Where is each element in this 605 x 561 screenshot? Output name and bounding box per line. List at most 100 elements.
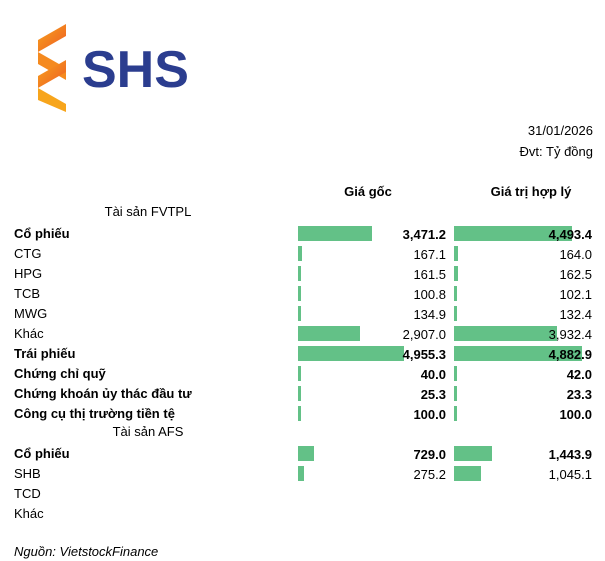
fair-value: 4,493.4 (548, 227, 592, 242)
table-row: Cổ phiếu 729.0 1,443.9 (0, 444, 605, 464)
cost-cell: 2,907.0 (298, 324, 446, 344)
fair-value: 23.3 (566, 387, 592, 402)
cost-value: 3,471.2 (402, 227, 446, 242)
cost-value: 4,955.3 (402, 347, 446, 362)
cost-bar (298, 266, 302, 281)
cost-value: 161.5 (413, 267, 446, 282)
cost-cell: 40.0 (298, 364, 446, 384)
logo-mark-icon (38, 24, 66, 112)
cost-bar (298, 326, 361, 341)
table-row: Công cụ thị trường tiền tệ 100.0 100.0 (0, 404, 605, 424)
row-label: CTG (14, 246, 42, 261)
fair-value-bar (454, 366, 457, 381)
table-row: Chứng khoán ủy thác đầu tư 25.3 23.3 (0, 384, 605, 404)
row-label: Chứng khoán ủy thác đầu tư (14, 386, 192, 401)
cost-cell: 100.0 (298, 404, 446, 424)
fair-value-cell: 102.1 (454, 284, 592, 304)
row-label: Trái phiếu (14, 346, 76, 361)
fair-value: 42.0 (566, 367, 592, 382)
fair-value-bar (454, 266, 459, 281)
cost-bar (298, 286, 301, 301)
row-label: TCB (14, 286, 40, 301)
cost-value: 2,907.0 (402, 327, 446, 342)
table-row: Trái phiếu 4,955.3 4,882.9 (0, 344, 605, 364)
table-row: Cổ phiếu 3,471.2 4,493.4 (0, 224, 605, 244)
cost-value: 275.2 (413, 467, 446, 482)
table-row: HPG 161.5 162.5 (0, 264, 605, 284)
fair-value-cell (454, 504, 592, 524)
section-title-fvtpl: Tài sản FVTPL (104, 204, 192, 219)
cost-value: 167.1 (413, 247, 446, 262)
row-label: Công cụ thị trường tiền tệ (14, 406, 175, 421)
fair-value-cell: 100.0 (454, 404, 592, 424)
fair-value-cell: 4,493.4 (454, 224, 592, 244)
fair-value-cell: 4,882.9 (454, 344, 592, 364)
cost-value: 100.0 (413, 407, 446, 422)
table-row: Khác (0, 504, 605, 524)
cost-bar (298, 226, 373, 241)
cost-bar (298, 466, 304, 481)
cost-cell: 729.0 (298, 444, 446, 464)
cost-value: 729.0 (413, 447, 446, 462)
cost-value: 100.8 (413, 287, 446, 302)
shs-logo: SHS (38, 24, 189, 112)
source-note: Nguồn: VietstockFinance (14, 544, 159, 559)
row-label: Chứng chỉ quỹ (14, 366, 106, 381)
fair-value-cell (454, 484, 592, 504)
cost-bar (298, 306, 301, 321)
fair-value-bar (454, 386, 457, 401)
fair-value: 132.4 (559, 307, 592, 322)
cost-value: 134.9 (413, 307, 446, 322)
cost-bar (298, 246, 302, 261)
fair-value: 1,045.1 (548, 467, 592, 482)
fair-value-bar (454, 286, 457, 301)
cost-bar (298, 406, 301, 421)
cost-cell (298, 504, 446, 524)
fair-value-bar (454, 306, 458, 321)
report-date: 31/01/2026 (527, 123, 593, 138)
fair-value-cell: 42.0 (454, 364, 592, 384)
row-label: Cổ phiếu (14, 226, 70, 241)
cost-value: 40.0 (420, 367, 446, 382)
cost-bar (298, 366, 301, 381)
table-row: Khác 2,907.0 3,932.4 (0, 324, 605, 344)
fair-value: 102.1 (559, 287, 592, 302)
logo-text: SHS (82, 41, 189, 99)
cost-cell: 161.5 (298, 264, 446, 284)
fair-value-cell: 23.3 (454, 384, 592, 404)
table-row: MWG 134.9 132.4 (0, 304, 605, 324)
fair-value-bar (454, 346, 582, 361)
fair-value: 100.0 (559, 407, 592, 422)
column-header-cost: Giá gốc (344, 184, 392, 199)
cost-cell (298, 484, 446, 504)
fair-value-bar (454, 466, 482, 481)
unit-label: Đvt: Tỷ đồng (519, 144, 593, 159)
fair-value: 4,882.9 (548, 347, 592, 362)
column-header-fair-value: Giá trị hợp lý (490, 184, 572, 199)
cost-cell: 100.8 (298, 284, 446, 304)
fair-value-bar (454, 446, 492, 461)
fair-value: 164.0 (559, 247, 592, 262)
cost-bar (298, 346, 404, 361)
fair-value-cell: 1,045.1 (454, 464, 592, 484)
cost-cell: 4,955.3 (298, 344, 446, 364)
fair-value-cell: 162.5 (454, 264, 592, 284)
cost-cell: 25.3 (298, 384, 446, 404)
fair-value: 162.5 (559, 267, 592, 282)
fair-value: 1,443.9 (548, 447, 592, 462)
table-row: Chứng chỉ quỹ 40.0 42.0 (0, 364, 605, 384)
cost-bar (298, 446, 314, 461)
row-label: MWG (14, 306, 48, 321)
fair-value-bar (454, 226, 572, 241)
fair-value-bar (454, 326, 558, 341)
fair-value-cell: 3,932.4 (454, 324, 592, 344)
fair-value-bar (454, 246, 459, 261)
table-row: TCD (0, 484, 605, 504)
fair-value-cell: 132.4 (454, 304, 592, 324)
row-label: HPG (14, 266, 43, 281)
fair-value: 3,932.4 (548, 327, 592, 342)
table-row: CTG 167.1 164.0 (0, 244, 605, 264)
row-label: Khác (14, 326, 44, 341)
fair-value-cell: 1,443.9 (454, 444, 592, 464)
section-title-afs: Tài sản AFS (112, 424, 184, 439)
